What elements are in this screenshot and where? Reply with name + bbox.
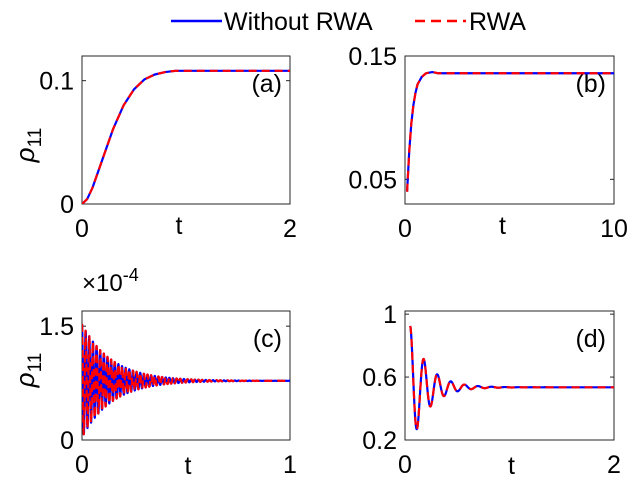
y-tick-label: 0.2: [362, 427, 397, 455]
legend: Without RWA RWA: [171, 8, 526, 36]
legend-label-rwa: RWA: [469, 8, 526, 36]
series-group: [82, 323, 290, 436]
x-axis-label: t: [176, 212, 183, 240]
x-axis-label: t: [185, 452, 192, 480]
series-line-rwa: [409, 325, 614, 431]
axes-box: [404, 55, 615, 205]
panel-label: (b): [575, 70, 606, 98]
x-tick-label: 0: [398, 215, 412, 243]
panel-3: 0 1 0 1.5 t ρ11 ×10-4 (c): [10, 265, 297, 480]
panel-label: (c): [253, 325, 282, 353]
axes-box: [81, 55, 291, 205]
x-tick-label: 0: [75, 451, 89, 479]
x-tick-label: 0: [75, 215, 89, 243]
x-tick-label: 2: [283, 215, 297, 243]
x-tick-label: 10: [600, 215, 628, 243]
y-axis-label: ρ11: [10, 353, 46, 389]
y-axis-label: ρ11: [10, 128, 46, 164]
x-axis-label: t: [508, 452, 515, 480]
x-tick-label: 2: [607, 451, 621, 479]
panel-label: (d): [575, 325, 606, 353]
x-axis-label: t: [499, 212, 506, 240]
y-tick-label: 0: [60, 427, 74, 455]
legend-label-without-rwa: Without RWA: [224, 8, 373, 36]
panel-2: 0 10 0.05 0.15 t (b): [348, 43, 628, 243]
series-line-rwa: [82, 323, 290, 436]
series-line-rwa: [405, 70, 614, 192]
y-tick-label: 1.5: [39, 313, 74, 341]
series-group: [405, 70, 614, 192]
axis-multiplier: ×10-4: [82, 265, 139, 297]
series-line-rwa: [82, 69, 290, 204]
x-tick-label: 0: [398, 451, 412, 479]
y-tick-label: 0.6: [362, 364, 397, 392]
panel-1: 0 2 0 0.1 t ρ11 (a): [10, 55, 297, 243]
y-tick-label: 0: [60, 191, 74, 219]
panel-4: 0 2 0.2 0.6 1 t (d): [362, 301, 621, 480]
y-tick-label: 1: [383, 301, 397, 329]
series-group: [82, 69, 290, 204]
panel-label: (a): [251, 70, 282, 98]
x-tick-label: 1: [283, 451, 297, 479]
y-tick-label: 0.15: [348, 43, 397, 71]
y-tick-label: 0.05: [348, 166, 397, 194]
axes-box: [404, 310, 615, 441]
y-tick-label: 0.1: [39, 68, 74, 96]
series-group: [409, 325, 614, 431]
